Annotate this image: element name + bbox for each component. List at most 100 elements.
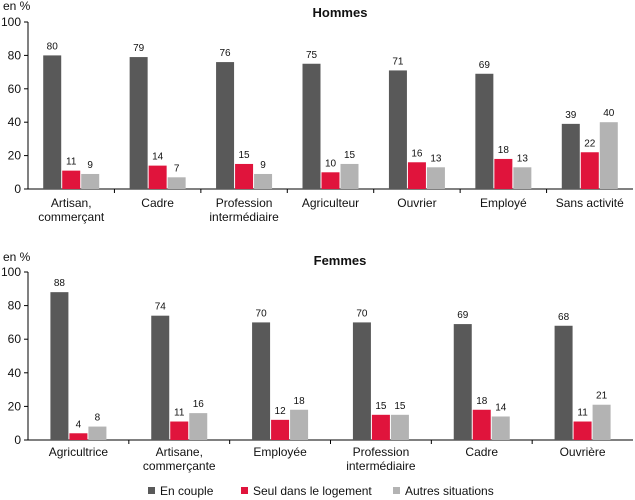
legend-label: Seul dans le logement xyxy=(253,484,372,498)
data-label: 7 xyxy=(174,163,180,174)
bar-seul xyxy=(235,163,254,189)
bar-en-couple xyxy=(554,325,573,440)
category-label: Sans activité xyxy=(556,196,624,210)
data-label: 18 xyxy=(476,396,488,407)
y-axis-unit: en % xyxy=(3,0,31,13)
y-tick-label: 60 xyxy=(8,332,22,346)
y-tick-label: 20 xyxy=(8,399,22,413)
data-label: 76 xyxy=(220,48,232,59)
bar-en-couple xyxy=(151,315,170,440)
bar-autres xyxy=(599,122,618,189)
y-tick-label: 80 xyxy=(8,299,22,313)
legend-label: En couple xyxy=(160,484,214,498)
bar-seul xyxy=(170,421,189,440)
bar-en-couple xyxy=(388,70,407,189)
bar-en-couple xyxy=(453,324,472,440)
bar-autres xyxy=(426,167,445,189)
data-label: 75 xyxy=(306,50,318,61)
data-label: 13 xyxy=(517,153,529,164)
chart-hommes: Hommes en % 0 20 40 60 80 100 80 11 9 Artisan, comme… xyxy=(1,0,633,224)
data-label: 12 xyxy=(275,406,287,417)
legend-swatch-autres xyxy=(393,487,400,494)
bar-seul xyxy=(62,170,81,189)
bar-autres xyxy=(254,173,273,189)
data-label: 74 xyxy=(155,302,167,313)
bar-en-couple xyxy=(129,57,148,189)
bar-en-couple xyxy=(302,63,321,189)
bar-en-couple xyxy=(475,73,494,189)
data-label: 10 xyxy=(325,158,337,169)
category-label: Artisan, commerçant xyxy=(38,196,105,224)
legend-label: Autres situations xyxy=(405,484,494,498)
data-label: 11 xyxy=(577,408,588,419)
data-label: 16 xyxy=(193,399,205,410)
category-label: Employé xyxy=(480,196,527,210)
bar-en-couple xyxy=(43,55,62,190)
data-label: 14 xyxy=(495,402,507,413)
data-label: 22 xyxy=(584,138,596,149)
category-label: Profession intermédiaire xyxy=(346,445,416,473)
data-label: 69 xyxy=(457,310,469,321)
bar-seul xyxy=(573,421,592,440)
y-tick-label: 0 xyxy=(14,433,21,447)
y-axis-unit: en % xyxy=(3,250,31,264)
chart-title: Femmes xyxy=(314,253,367,268)
bar-seul xyxy=(371,414,390,440)
y-tick-label: 40 xyxy=(8,115,22,129)
bar-autres xyxy=(592,404,611,440)
data-label: 16 xyxy=(411,148,423,159)
category-label: Employée xyxy=(253,445,307,459)
category-label: Agricultrice xyxy=(49,445,109,459)
category-label: Cadre xyxy=(465,445,498,459)
data-label: 15 xyxy=(344,150,356,161)
legend: En couple Seul dans le logement Autres sit… xyxy=(148,484,494,498)
y-tick-label: 100 xyxy=(1,15,21,29)
category-label: Agriculteur xyxy=(302,196,359,210)
data-label: 21 xyxy=(596,391,608,402)
data-label: 71 xyxy=(392,56,404,67)
data-label: 40 xyxy=(603,108,615,119)
data-label: 70 xyxy=(356,308,368,319)
legend-swatch-en-couple xyxy=(148,487,155,494)
bar-autres xyxy=(81,173,100,189)
category-label: Artisane, commerçante xyxy=(143,445,216,473)
bar-en-couple xyxy=(50,292,69,440)
bar-autres xyxy=(491,416,510,440)
data-label: 68 xyxy=(558,312,570,323)
bar-seul xyxy=(271,419,290,440)
category-label: Profession intermédiaire xyxy=(209,196,279,224)
data-label: 8 xyxy=(95,413,101,424)
chart-title: Hommes xyxy=(313,5,368,20)
bar-en-couple xyxy=(561,123,580,189)
data-label: 79 xyxy=(133,43,145,54)
data-label: 11 xyxy=(174,408,185,419)
data-label: 39 xyxy=(565,110,577,121)
y-tick-label: 0 xyxy=(14,182,21,196)
bar-autres xyxy=(340,163,359,189)
bar-seul xyxy=(494,158,513,189)
data-label: 13 xyxy=(430,153,442,164)
data-label: 11 xyxy=(66,157,77,168)
data-label: 15 xyxy=(239,150,251,161)
bar-en-couple xyxy=(216,62,235,189)
data-label: 15 xyxy=(375,401,387,412)
bar-seul xyxy=(69,433,88,440)
data-label: 18 xyxy=(498,145,510,156)
bar-seul xyxy=(321,172,340,189)
y-tick-label: 60 xyxy=(8,82,22,96)
data-label: 70 xyxy=(256,308,268,319)
chart-femmes: Femmes en % 0 20 40 60 80 100 88 4 8 Agricultrice 74… xyxy=(1,250,633,473)
bar-autres xyxy=(390,414,409,440)
bar-en-couple xyxy=(352,322,371,440)
data-label: 18 xyxy=(294,396,306,407)
bar-autres xyxy=(167,177,186,189)
data-label: 88 xyxy=(54,278,66,289)
data-label: 69 xyxy=(479,60,491,71)
bar-seul xyxy=(148,165,167,189)
bar-autres xyxy=(88,426,107,440)
data-label: 14 xyxy=(152,152,164,163)
bar-en-couple xyxy=(252,322,271,440)
bar-autres xyxy=(290,409,309,440)
y-tick-label: 20 xyxy=(8,149,22,163)
